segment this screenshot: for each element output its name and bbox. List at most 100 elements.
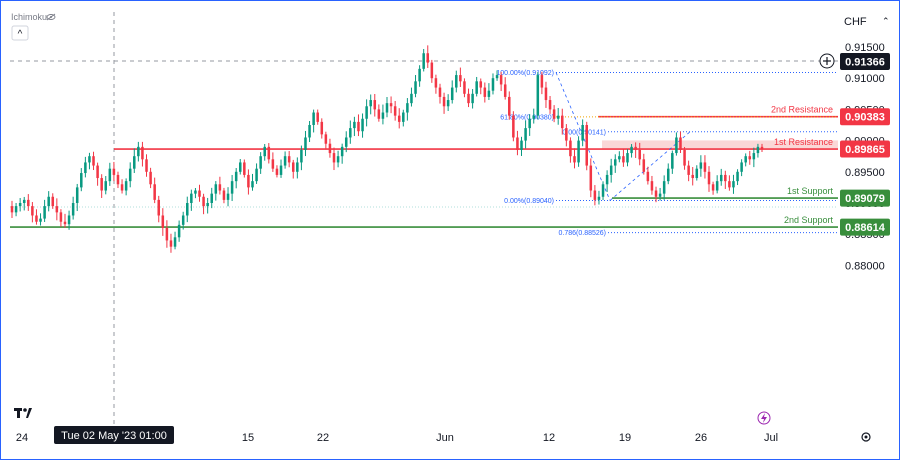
candle-body [296, 162, 299, 172]
candle-body [59, 212, 63, 222]
candle-body [186, 203, 189, 216]
candle-body [548, 100, 552, 110]
candle-body [287, 156, 291, 163]
candle-body [181, 215, 185, 225]
candle-body [251, 181, 254, 188]
candle-body [715, 181, 719, 191]
tv-logo[interactable] [14, 408, 32, 418]
fib-label: 0.786(0.88526) [559, 230, 606, 237]
candle-body [613, 159, 617, 166]
candle-body [100, 178, 103, 191]
candle-body [332, 153, 336, 163]
candle-body [153, 184, 156, 200]
candle-body [654, 190, 658, 197]
candle-body [577, 140, 580, 163]
indicator-label[interactable]: Ichimoku [11, 12, 48, 22]
candle-body [622, 156, 625, 163]
currency-dropdown-icon[interactable]: ⌃ [882, 16, 890, 26]
resistance-zone [602, 140, 838, 150]
candle-body [238, 162, 242, 172]
candle-body [222, 190, 226, 200]
lightning-icon[interactable] [757, 411, 771, 425]
level-price-label: 0.89865 [845, 144, 885, 156]
fib-label: 61.80%(0.90380) [500, 114, 554, 121]
candle-body [198, 190, 201, 197]
candle-body [442, 96, 446, 107]
candle-body [544, 87, 548, 101]
candle-body [691, 174, 694, 179]
level-price-label: 0.88614 [845, 222, 886, 234]
candle-body [516, 137, 519, 150]
collapse-button[interactable] [11, 25, 29, 41]
candle-body [487, 90, 491, 97]
candle-body [84, 162, 87, 174]
candle-body [707, 171, 711, 185]
candle-body [593, 190, 597, 200]
candle-body [190, 193, 193, 203]
candle-body [214, 184, 218, 194]
candle-body [381, 112, 385, 119]
candle-body [161, 215, 165, 228]
candle-body [312, 112, 315, 125]
candle-body [569, 140, 572, 157]
candle-body [226, 193, 230, 200]
y-tick-label: 0.91500 [845, 42, 885, 54]
candle-body [112, 168, 116, 175]
candle-body [369, 100, 372, 107]
candle-body [275, 168, 279, 175]
candle-body [675, 137, 678, 154]
level-name: 2nd Resistance [771, 105, 833, 115]
candle-body [609, 165, 613, 175]
candle-body [328, 143, 332, 154]
collapse-glyph: ^ [18, 29, 23, 40]
candle-body [304, 137, 307, 150]
x-tick-label: Jun [436, 432, 454, 444]
candle-body [316, 112, 319, 122]
current-price-tag [840, 53, 890, 70]
candle-body [145, 159, 148, 172]
candle-body [748, 156, 752, 160]
currency-label[interactable]: CHF [844, 16, 867, 28]
candle-body [426, 53, 430, 63]
candle-body [402, 112, 405, 122]
candle-body [39, 218, 42, 222]
candle-body [27, 199, 30, 207]
candle-body [202, 196, 205, 207]
candle-body [10, 206, 14, 213]
candle-body [646, 171, 650, 182]
gear-icon[interactable] [861, 432, 871, 442]
candle-body [491, 78, 495, 91]
fib-label: 100.00%(0.91092) [496, 70, 554, 77]
candle-body [340, 146, 344, 157]
candle-body [414, 81, 417, 94]
candle-body [336, 156, 340, 163]
candle-body [357, 121, 360, 132]
candle-body [695, 168, 699, 179]
candle-body [177, 224, 181, 238]
candle-body [31, 206, 34, 216]
x-tick-label: 19 [619, 432, 631, 444]
eye-icon[interactable] [46, 13, 56, 21]
x-tick-label: Jul [764, 432, 778, 444]
candle-body [626, 153, 629, 163]
candle-body [55, 206, 59, 213]
candle-body [499, 75, 503, 85]
candle-body [642, 159, 646, 172]
fib-trend-line [555, 72, 611, 201]
candle-body [528, 118, 531, 129]
level-name: 1st Support [787, 186, 834, 196]
candle-body [385, 103, 389, 113]
candle-body [728, 181, 731, 188]
candle-body [671, 153, 674, 169]
candle-body [650, 181, 654, 191]
candle-body [173, 237, 177, 247]
candle-body [450, 87, 454, 101]
candle-body [14, 206, 18, 213]
candle-body [679, 137, 682, 150]
candle-body [699, 162, 703, 169]
candle-body [210, 193, 213, 203]
candle-body [116, 174, 120, 185]
candle-body [471, 93, 474, 104]
